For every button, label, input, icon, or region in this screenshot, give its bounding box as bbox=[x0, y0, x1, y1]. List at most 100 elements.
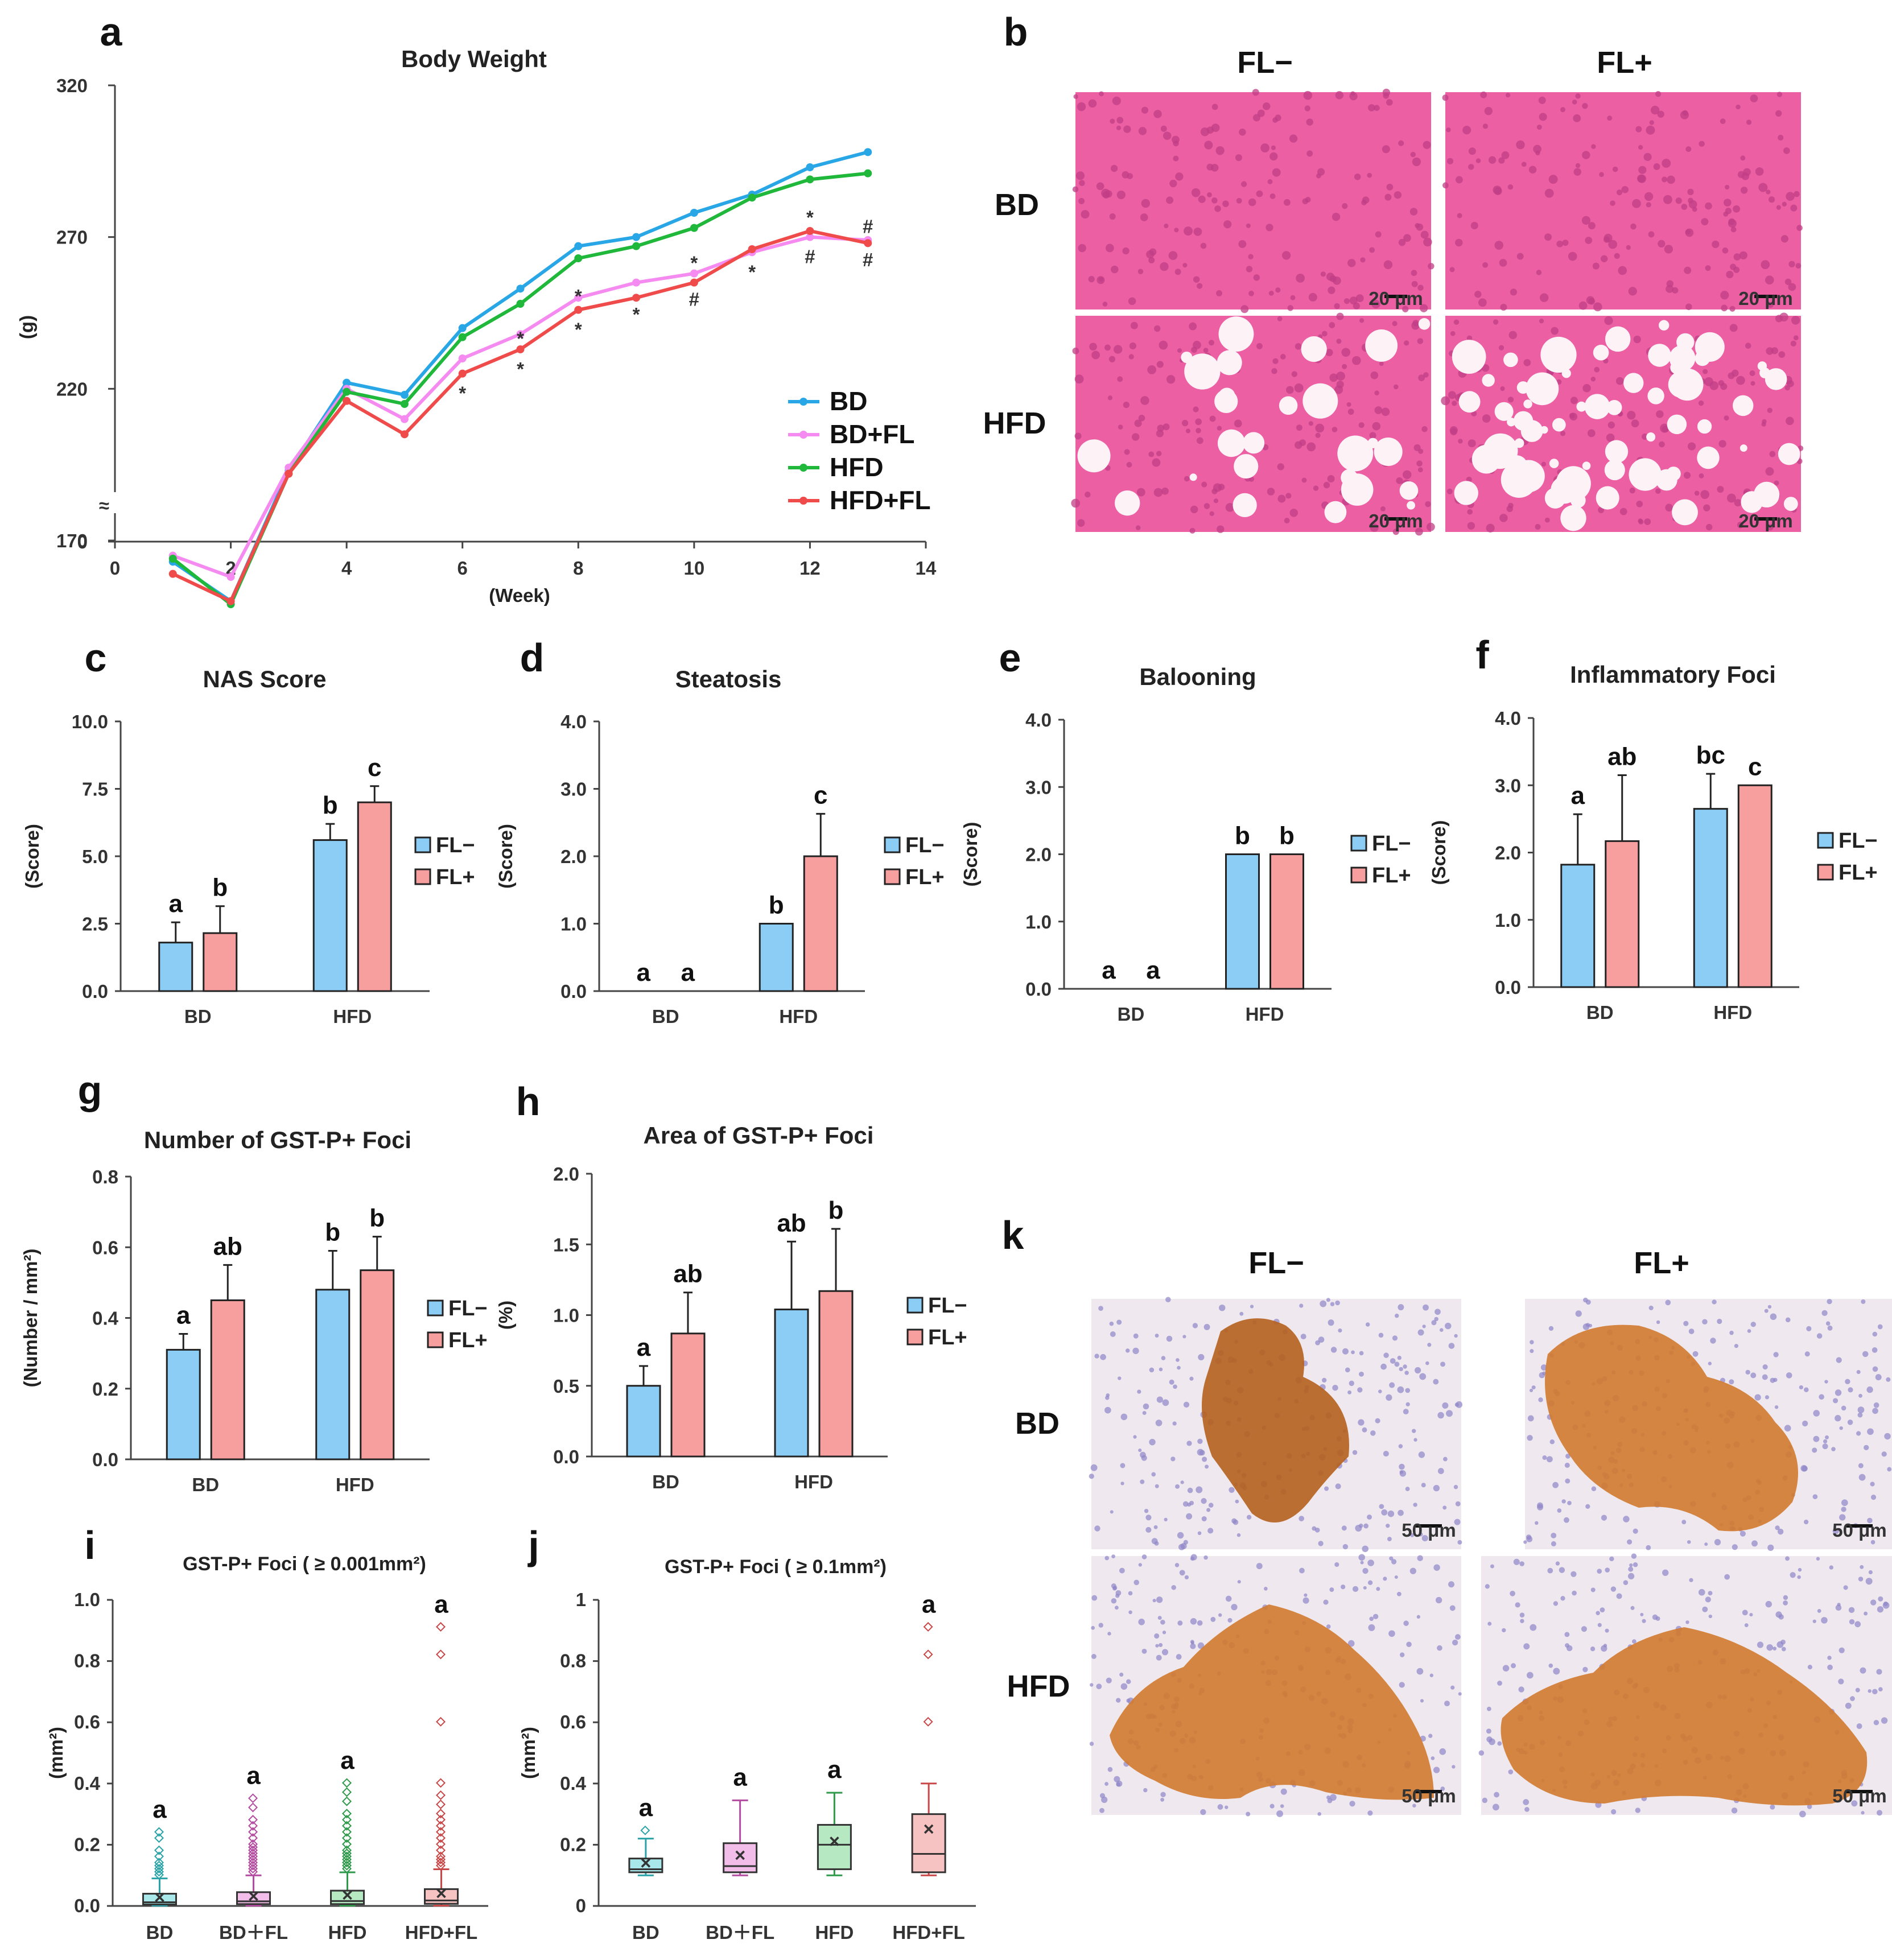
lipid-droplet bbox=[1234, 454, 1259, 479]
nucleus bbox=[1183, 1540, 1188, 1545]
nucleus bbox=[1336, 372, 1345, 381]
nucleus bbox=[1386, 183, 1394, 191]
nucleus bbox=[1204, 141, 1213, 150]
nucleus bbox=[1096, 1683, 1102, 1690]
nucleus bbox=[1272, 168, 1281, 177]
nucleus bbox=[1531, 1385, 1536, 1390]
x-tick-label: 12 bbox=[799, 558, 821, 579]
ihc-image-hfd-fl-plus: 50 μm bbox=[1478, 1553, 1892, 1818]
nucleus bbox=[1445, 1322, 1452, 1330]
chart-title: Body Weight bbox=[401, 46, 547, 72]
nucleus bbox=[1773, 1647, 1777, 1651]
significance-mark: # bbox=[805, 246, 815, 267]
nucleus bbox=[1423, 372, 1429, 378]
nucleus bbox=[1399, 1470, 1404, 1474]
nucleus bbox=[1767, 407, 1773, 413]
significance-letter: ab bbox=[777, 1209, 806, 1237]
gstp-positive-focus bbox=[1545, 1324, 1798, 1532]
legend-swatch bbox=[884, 868, 901, 885]
nucleus bbox=[1352, 356, 1361, 365]
nucleus bbox=[1280, 1804, 1284, 1808]
nucleus bbox=[1499, 514, 1508, 522]
lipid-droplet bbox=[1516, 381, 1530, 394]
nucleus bbox=[1296, 424, 1302, 431]
y-tick-label: 2.0 bbox=[560, 846, 587, 867]
nucleus bbox=[1077, 102, 1086, 112]
nucleus bbox=[1358, 1419, 1365, 1426]
nucleus bbox=[1437, 1412, 1444, 1419]
nucleus bbox=[1821, 1617, 1828, 1624]
nucleus bbox=[1336, 312, 1344, 320]
nucleus bbox=[1482, 123, 1488, 129]
y-tick-label: 0.6 bbox=[560, 1711, 586, 1732]
nucleus bbox=[1825, 1321, 1831, 1326]
legend-swatch bbox=[884, 836, 901, 853]
nucleus bbox=[1162, 1631, 1166, 1635]
nucleus bbox=[1332, 427, 1338, 432]
nucleus bbox=[1203, 1324, 1210, 1330]
nucleus bbox=[1666, 284, 1674, 293]
nucleus bbox=[1526, 1534, 1532, 1540]
nucleus bbox=[1363, 1586, 1367, 1590]
nucleus bbox=[1135, 525, 1141, 530]
nucleus bbox=[1198, 195, 1206, 203]
data-point bbox=[690, 209, 698, 217]
nucleus bbox=[1140, 396, 1149, 405]
nucleus bbox=[1387, 1537, 1392, 1541]
nucleus bbox=[1299, 1567, 1305, 1574]
nucleus bbox=[1682, 110, 1688, 116]
nucleus bbox=[1858, 1463, 1864, 1468]
lipid-droplet bbox=[1494, 402, 1514, 421]
nucleus bbox=[1369, 1616, 1374, 1621]
nucleus bbox=[1202, 1456, 1207, 1462]
nucleus bbox=[1560, 107, 1565, 113]
outlier-point bbox=[154, 1851, 164, 1862]
nucleus bbox=[1132, 433, 1140, 441]
nucleus bbox=[1681, 1520, 1687, 1525]
nucleus bbox=[1609, 1556, 1614, 1562]
lipid-droplet bbox=[1647, 387, 1664, 405]
nucleus bbox=[1176, 1358, 1180, 1362]
nucleus bbox=[1703, 504, 1710, 511]
nucleus bbox=[1601, 1515, 1607, 1521]
nucleus bbox=[1664, 245, 1673, 254]
nucleus bbox=[1769, 451, 1776, 457]
outlier-point bbox=[248, 1867, 258, 1877]
nucleus bbox=[1321, 1377, 1327, 1383]
nucleus bbox=[1726, 270, 1734, 279]
nucleus bbox=[1193, 341, 1201, 349]
lipid-droplet bbox=[1189, 473, 1197, 481]
nucleus bbox=[1326, 1795, 1331, 1800]
nucleus bbox=[1124, 449, 1130, 455]
nucleus bbox=[1314, 1527, 1320, 1533]
nucleus bbox=[1160, 1792, 1166, 1797]
nucleus bbox=[1165, 1297, 1171, 1303]
outlier-point bbox=[248, 1842, 258, 1852]
nucleus bbox=[1559, 1567, 1565, 1573]
nucleus bbox=[1362, 1427, 1367, 1433]
nucleus bbox=[1127, 173, 1133, 179]
nucleus bbox=[1223, 220, 1232, 229]
nucleus bbox=[1547, 1567, 1553, 1574]
nucleus bbox=[1374, 406, 1383, 414]
nucleus bbox=[1523, 1643, 1530, 1650]
nucleus bbox=[1419, 1373, 1427, 1380]
nucleus bbox=[1827, 1325, 1833, 1331]
nucleus bbox=[1500, 386, 1505, 391]
lipid-droplet bbox=[1604, 460, 1625, 481]
lipid-droplet bbox=[1778, 443, 1800, 465]
tissue-background bbox=[1445, 92, 1801, 310]
nucleus bbox=[1177, 1532, 1184, 1539]
nucleus bbox=[1500, 303, 1507, 311]
y-tick-label: 10.0 bbox=[72, 711, 108, 732]
nucleus bbox=[1497, 1681, 1502, 1686]
nucleus bbox=[1267, 179, 1273, 184]
nucleus bbox=[1442, 94, 1449, 101]
nucleus bbox=[1754, 1394, 1761, 1401]
nucleus bbox=[1490, 1564, 1494, 1569]
nucleus bbox=[1866, 1386, 1873, 1393]
nucleus bbox=[1138, 1449, 1142, 1453]
nucleus bbox=[1452, 1765, 1456, 1769]
nucleus bbox=[1137, 1389, 1141, 1394]
